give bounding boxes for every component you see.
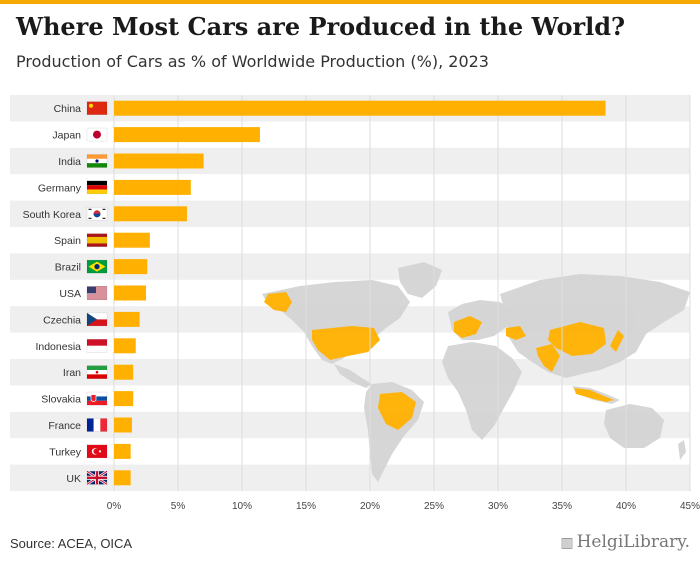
category-label: UK	[66, 473, 81, 485]
category-label: Japan	[52, 130, 81, 142]
brazil-flag-icon	[86, 259, 108, 274]
bar-iran	[114, 364, 134, 380]
bar-brazil	[114, 259, 148, 275]
turkey-flag-icon	[86, 444, 108, 459]
x-tick-label: 0%	[107, 501, 122, 512]
category-label: South Korea	[23, 209, 82, 221]
japan-flag-icon	[86, 127, 108, 142]
category-label: Czechia	[43, 314, 81, 326]
category-label: Turkey	[49, 446, 81, 458]
bar-uk	[114, 470, 131, 486]
uk-flag-icon	[86, 470, 108, 486]
bar-south-korea	[114, 206, 187, 222]
x-tick-label: 30%	[488, 501, 508, 512]
slovakia-flag-icon	[86, 391, 108, 406]
category-label: Indonesia	[35, 341, 81, 353]
category-label: USA	[59, 288, 81, 300]
source-note: Source: ACEA, OICA	[10, 536, 133, 551]
czechia-flag-icon	[86, 312, 108, 327]
category-label: Spain	[54, 235, 81, 247]
brand-logo: ▥ HelgiLibrary.	[560, 532, 690, 552]
page-title: Where Most Cars are Produced in the Worl…	[16, 12, 626, 41]
spain-flag-icon	[86, 233, 108, 247]
category-label: China	[54, 103, 82, 115]
usa-flag-icon	[86, 286, 108, 300]
x-tick-label: 25%	[424, 501, 444, 512]
bar-usa	[114, 285, 146, 301]
china-flag-icon	[86, 101, 108, 115]
x-tick-label: 10%	[232, 501, 252, 512]
row-stripe	[10, 411, 690, 439]
south-korea-flag-icon	[86, 207, 108, 221]
bar-slovakia	[114, 391, 134, 407]
bar-germany	[114, 179, 191, 195]
bar-spain	[114, 232, 150, 248]
category-label: Iran	[63, 367, 81, 379]
category-label: India	[58, 156, 81, 168]
bar-turkey	[114, 443, 131, 459]
library-icon: ▥	[560, 535, 574, 551]
world-map-background	[262, 262, 690, 482]
bar-india	[114, 153, 204, 169]
x-tick-label: 45%	[680, 501, 700, 512]
india-flag-icon	[86, 154, 108, 168]
x-tick-label: 20%	[360, 501, 380, 512]
top-accent-bar	[0, 0, 700, 4]
row-stripe	[10, 200, 690, 227]
bar-china	[114, 100, 606, 116]
brand-name: HelgiLibrary.	[576, 532, 690, 552]
row-stripe	[10, 147, 690, 175]
category-label: France	[48, 420, 81, 432]
category-label: Slovakia	[41, 394, 81, 406]
bar-indonesia	[114, 338, 136, 354]
x-tick-label: 15%	[296, 501, 316, 512]
x-tick-label: 35%	[552, 501, 572, 512]
germany-flag-icon	[86, 180, 108, 195]
bar-chart: China Japan India Germany South Korea Spain Br…	[10, 95, 700, 512]
bar-czechia	[114, 311, 140, 327]
page-subtitle: Production of Cars as % of Worldwide Pro…	[16, 52, 489, 71]
category-label: Germany	[38, 182, 82, 194]
indonesia-flag-icon	[86, 339, 108, 353]
row-stripe	[10, 464, 690, 491]
iran-flag-icon	[86, 365, 108, 380]
france-flag-icon	[86, 418, 108, 432]
bar-france	[114, 417, 132, 433]
bar-japan	[114, 127, 260, 143]
x-tick-label: 40%	[616, 501, 636, 512]
x-tick-label: 5%	[171, 501, 186, 512]
category-label: Brazil	[55, 262, 81, 274]
